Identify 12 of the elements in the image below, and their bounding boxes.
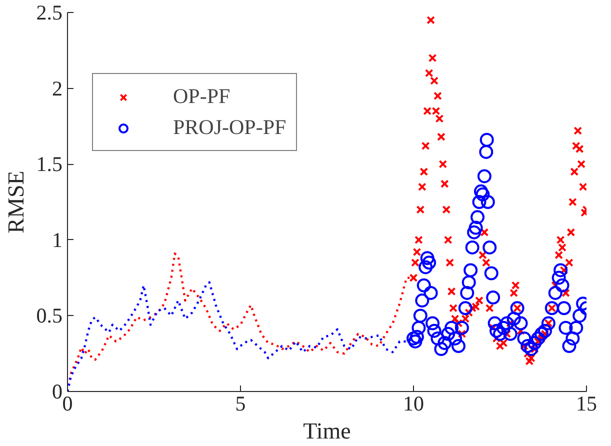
y-axis-title: RMSE [3,170,28,234]
y-tick-label: 2.5 [36,0,62,24]
y-tick-label: 2 [52,76,62,100]
legend-label: OP-PF [173,84,230,109]
y-tick-label: 1 [52,228,62,252]
x-tick-label: 10 [403,392,424,416]
x-tick-label: 15 [576,392,597,416]
y-tick-label: 1.5 [36,152,62,176]
x-axis-title: Time [303,418,351,444]
y-tick-label: 0.5 [36,304,62,328]
x-tick-label: 5 [235,392,246,416]
legend-label: PROJ-OP-PF [173,115,286,140]
